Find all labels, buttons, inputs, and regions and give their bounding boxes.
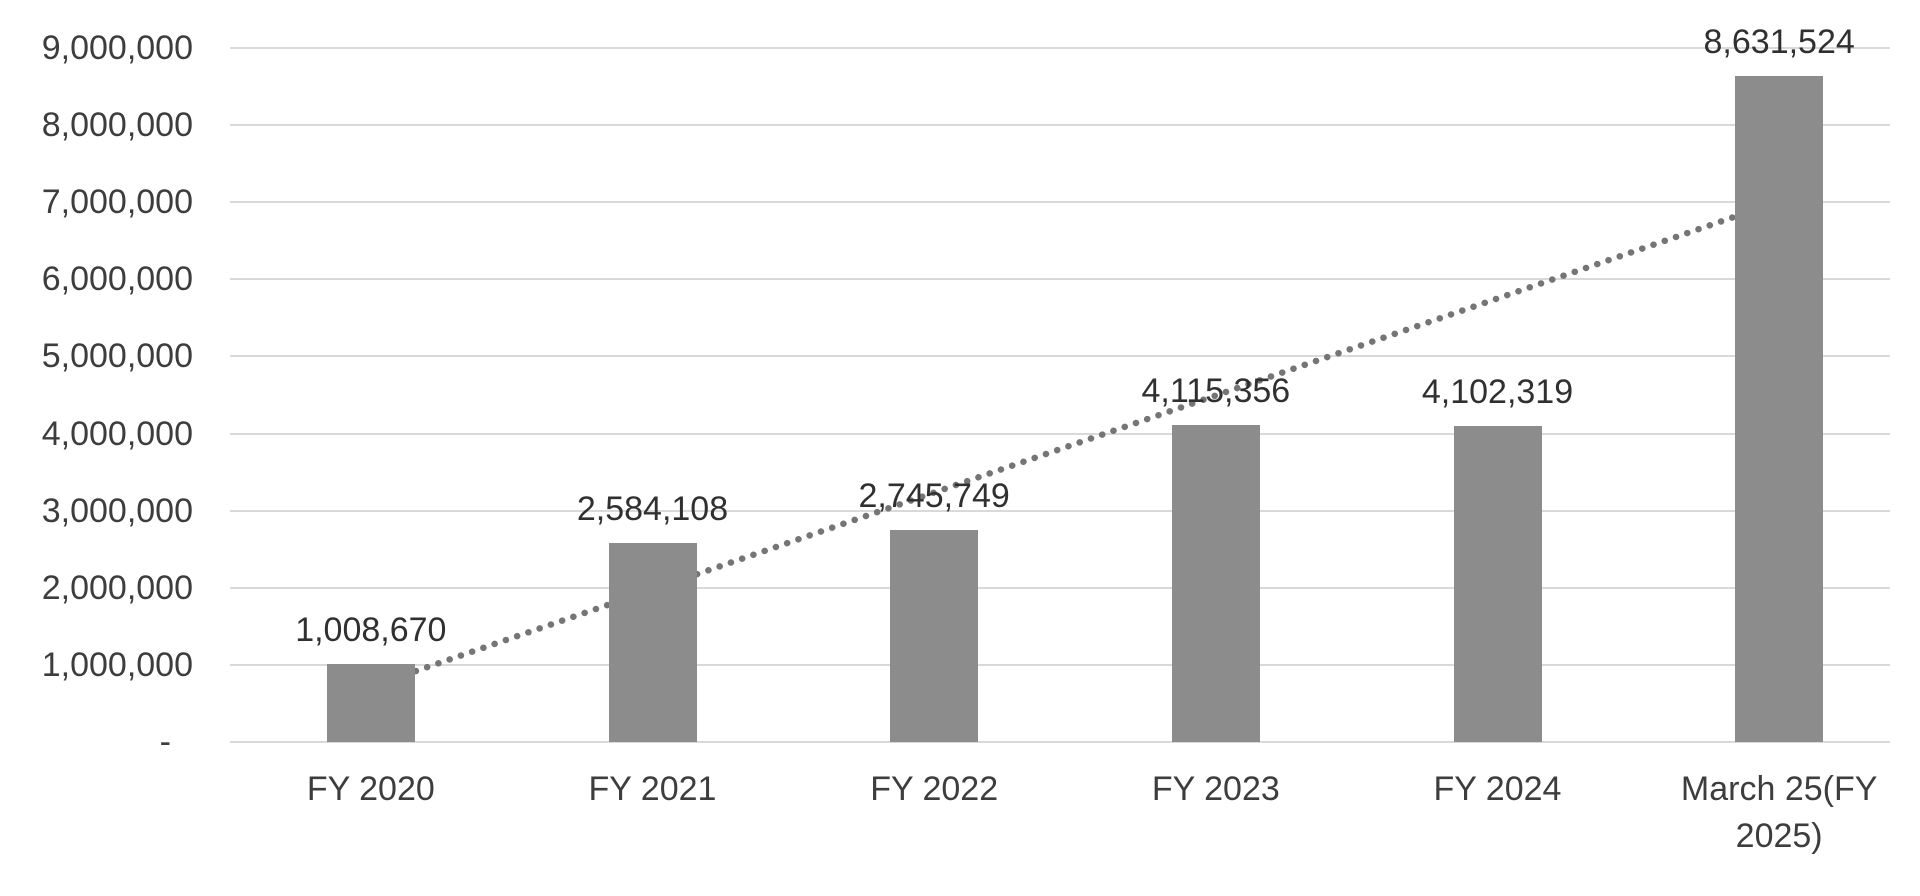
- gridline: [230, 432, 1890, 435]
- gridline: [230, 278, 1890, 281]
- gridline: [230, 47, 1890, 49]
- y-axis-tick-label: 9,000,000: [41, 29, 193, 67]
- bar: [1171, 424, 1260, 742]
- y-axis-tick-label: 2,000,000: [41, 568, 193, 607]
- bar: [1735, 76, 1824, 742]
- y-axis-tick-label: 7,000,000: [41, 183, 193, 222]
- bar-value-label: 2,745,749: [858, 477, 1010, 516]
- gridline: [230, 741, 1890, 743]
- y-axis-tick-label: 5,000,000: [41, 337, 193, 376]
- y-axis-tick-label: -: [159, 723, 171, 761]
- y-axis-tick-label: 8,000,000: [41, 106, 193, 145]
- bar-value-label: 8,631,524: [1703, 23, 1855, 62]
- bar: [890, 530, 979, 742]
- x-axis-category-label: FY 2023: [1151, 770, 1280, 808]
- x-axis-category-label: FY 2021: [588, 770, 717, 808]
- bar-value-label: 2,584,108: [576, 489, 729, 528]
- x-axis-category-label: FY 2020: [306, 770, 435, 808]
- bar-value-label: 4,115,356: [1141, 371, 1291, 410]
- y-axis-tick-label: 1,000,000: [41, 645, 193, 684]
- gridline: [230, 124, 1890, 127]
- bar-value-label: 4,102,319: [1421, 372, 1574, 411]
- gridline: [230, 201, 1890, 204]
- bar: [608, 542, 697, 742]
- gridline: [230, 509, 1890, 512]
- bar-value-label: 1,008,670: [295, 611, 447, 650]
- x-axis-category-label: FY 2022: [870, 770, 999, 808]
- x-axis-category-label: March 25(FY 2025): [1680, 770, 1878, 855]
- trendline-dotted-line: [367, 198, 1783, 690]
- gridline: [230, 355, 1890, 358]
- y-axis-tick-label: 6,000,000: [41, 260, 193, 299]
- x-axis-category-label: FY 2024: [1433, 770, 1562, 808]
- gridline: [230, 663, 1890, 666]
- bar: [326, 664, 415, 742]
- y-axis-tick-label: 4,000,000: [41, 414, 193, 453]
- bar: [1453, 425, 1542, 742]
- y-axis-tick-label: 3,000,000: [41, 491, 193, 530]
- gridline: [230, 586, 1890, 589]
